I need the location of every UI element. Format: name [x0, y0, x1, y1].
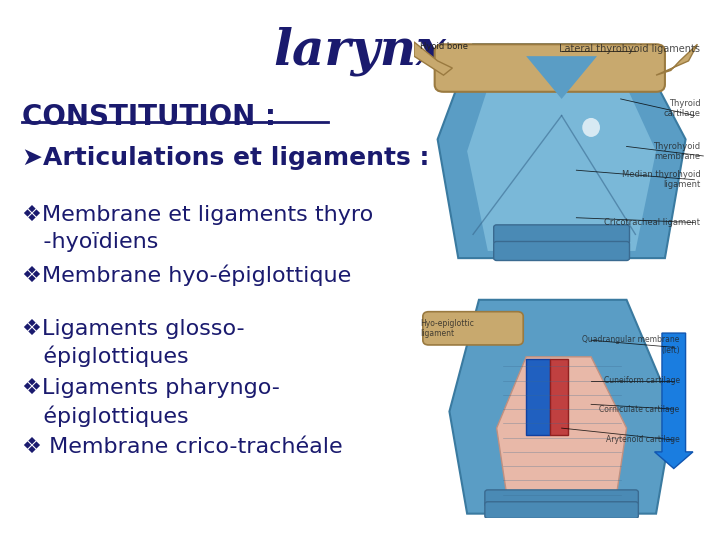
Polygon shape [414, 42, 452, 75]
FancyBboxPatch shape [423, 312, 523, 345]
Text: Thyrohyoid
membrane: Thyrohyoid membrane [653, 141, 701, 161]
Ellipse shape [582, 118, 600, 137]
FancyBboxPatch shape [526, 359, 550, 435]
Text: Lateral thyrohyoid ligaments: Lateral thyrohyoid ligaments [559, 44, 701, 54]
Text: ❖Membrane et ligaments thyro
   -hyoïdiens: ❖Membrane et ligaments thyro -hyoïdiens [22, 205, 373, 252]
Text: ❖Ligaments pharyngo-
   épiglottiques: ❖Ligaments pharyngo- épiglottiques [22, 378, 279, 427]
Text: ❖Membrane hyo-épiglottique: ❖Membrane hyo-épiglottique [22, 265, 351, 286]
FancyBboxPatch shape [485, 490, 639, 507]
FancyBboxPatch shape [550, 359, 567, 435]
Text: Corniculate cartilage: Corniculate cartilage [600, 404, 680, 414]
Text: ❖Ligaments glosso-
   épiglottiques: ❖Ligaments glosso- épiglottiques [22, 319, 244, 367]
Text: Quadrangular membrane
(left): Quadrangular membrane (left) [582, 335, 680, 355]
Text: larynx: larynx [274, 27, 446, 77]
Text: Cuneiform cartilage: Cuneiform cartilage [603, 376, 680, 385]
Polygon shape [438, 44, 685, 258]
Text: Arytenoid cartilage: Arytenoid cartilage [606, 435, 680, 444]
Polygon shape [449, 300, 674, 514]
Text: Hyoid bone: Hyoid bone [420, 42, 468, 51]
Text: Cricotracheal ligament: Cricotracheal ligament [604, 218, 701, 227]
FancyBboxPatch shape [494, 225, 629, 244]
Polygon shape [526, 56, 597, 99]
Text: Thyroid
cartilage: Thyroid cartilage [663, 99, 701, 118]
Polygon shape [467, 61, 656, 251]
Text: ❖ Membrane crico-trachéale: ❖ Membrane crico-trachéale [22, 437, 342, 457]
Text: CONSTITUTION :: CONSTITUTION : [22, 103, 276, 131]
FancyBboxPatch shape [435, 44, 665, 92]
Text: Hyo-epiglottic
ligament: Hyo-epiglottic ligament [420, 319, 474, 338]
Polygon shape [497, 357, 626, 507]
FancyBboxPatch shape [485, 502, 639, 518]
FancyBboxPatch shape [494, 241, 629, 260]
Text: Median thyrohyoid
ligament: Median thyrohyoid ligament [621, 170, 701, 190]
Polygon shape [656, 44, 698, 75]
Text: ➤Articulations et ligaments :: ➤Articulations et ligaments : [22, 146, 429, 170]
FancyArrow shape [654, 333, 693, 469]
